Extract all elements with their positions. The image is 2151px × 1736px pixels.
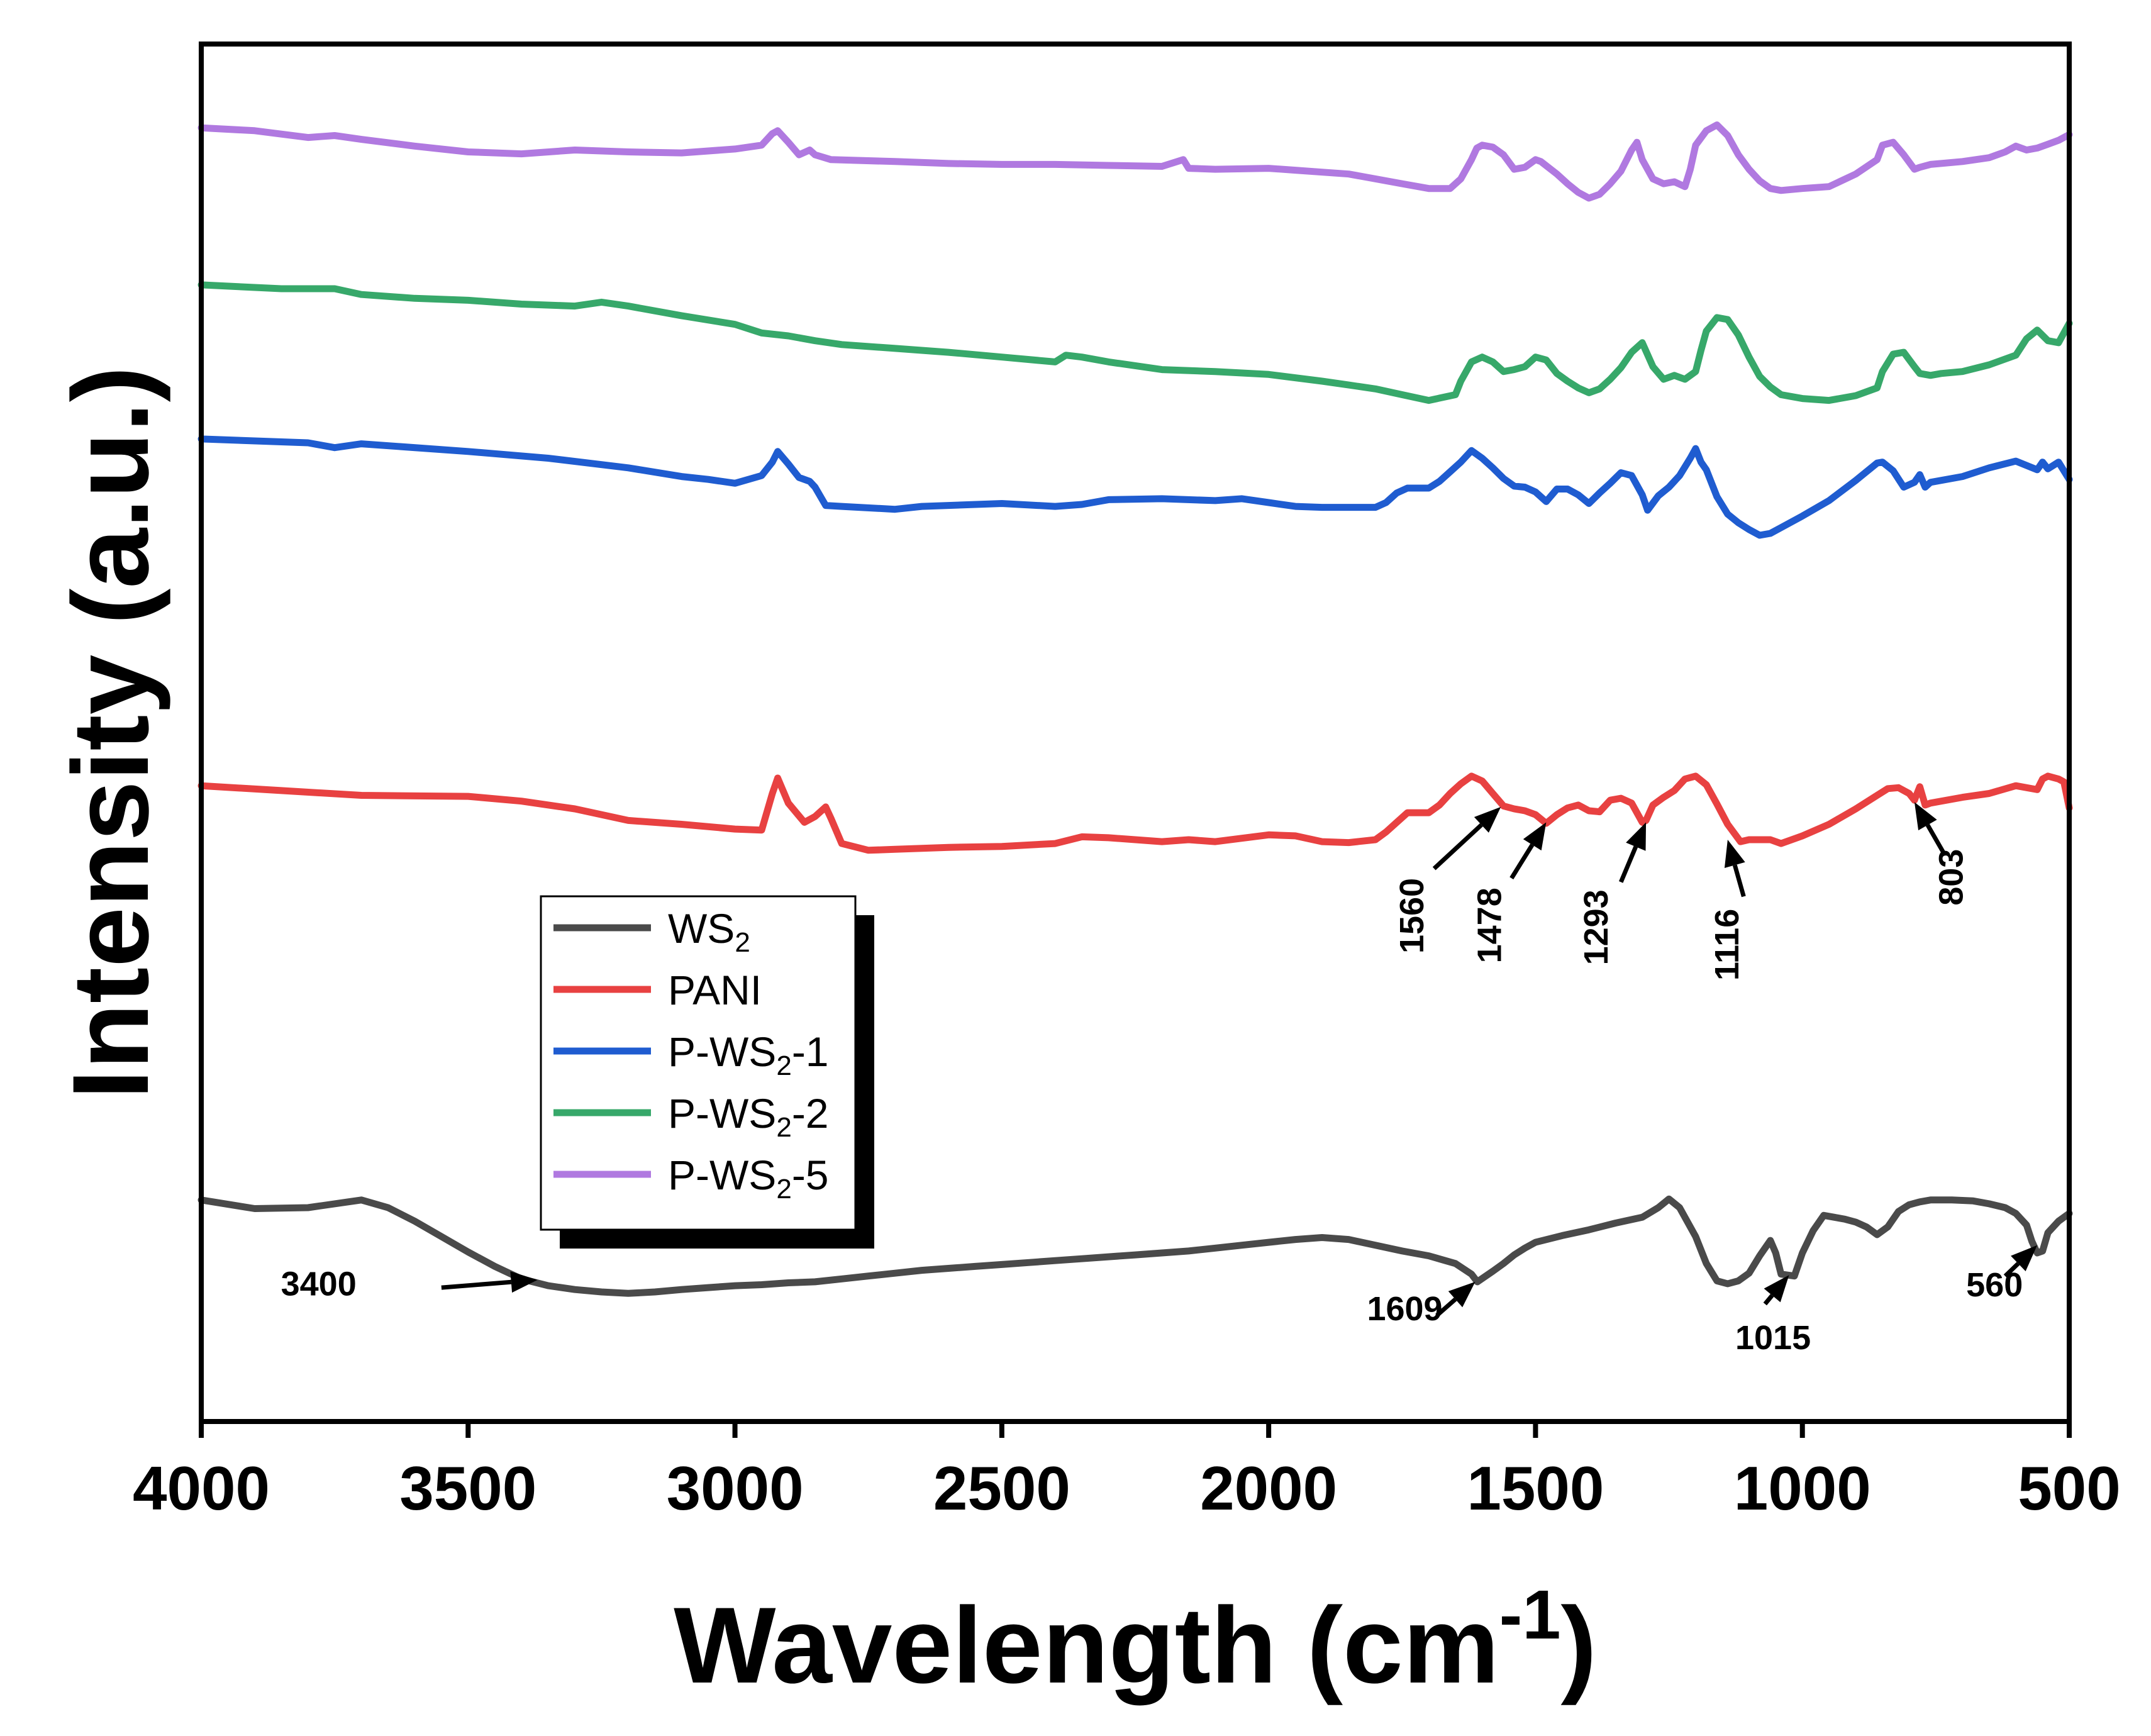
arrow-3400 [441, 1279, 512, 1290]
x-tick-label-2000: 2000 [1200, 1454, 1337, 1523]
arrow-head-803 [1914, 802, 1937, 831]
legend-label-ws2: WS2 [668, 905, 750, 958]
arrow-1293 [1618, 845, 1638, 883]
legend-label-p-ws2-2: P-WS2-2 [668, 1090, 829, 1143]
arrow-head-1015 [1764, 1275, 1789, 1303]
arrow-head-560 [2011, 1245, 2038, 1272]
arrow-1116 [1732, 864, 1746, 898]
series-line-p-ws2-2 [197, 281, 2073, 404]
peak-label-803: 803 [1932, 849, 1970, 906]
arrow-1015 [1763, 1294, 1774, 1306]
x-axis: 4000 3500 3000 2500 2000 1500 1000 500 [133, 1422, 2121, 1523]
arrow-head-1116 [1724, 839, 1745, 869]
annotation-layer: 3400 1609 1015 560 1560 1478 1293 1116 803 [281, 802, 2038, 1357]
series-line-pani [197, 772, 2073, 854]
x-tick-label-3500: 3500 [399, 1454, 536, 1523]
arrow-560 [2003, 1262, 2020, 1278]
peak-label-1478: 1478 [1470, 887, 1508, 963]
arrow-1560 [1432, 823, 1483, 871]
peak-label-1609: 1609 [1367, 1290, 1442, 1328]
peak-label-1116: 1116 [1708, 909, 1746, 981]
arrow-head-3400 [510, 1271, 538, 1293]
series-line-p-ws2-1 [197, 435, 2073, 539]
x-axis-title: Wavelength (cm-1) [674, 1576, 1597, 1706]
arrow-803 [1925, 823, 1946, 855]
arrow-head-1293 [1626, 822, 1647, 851]
peak-label-1015: 1015 [1735, 1319, 1811, 1357]
peak-label-1293: 1293 [1577, 889, 1615, 965]
series-line-p-ws2-5 [197, 121, 2073, 202]
legend-label-p-ws2-5: P-WS2-5 [668, 1152, 829, 1205]
y-axis-title: Intensity (a.u.) [50, 366, 171, 1099]
series-layer [197, 121, 2073, 1297]
peak-label-1560: 1560 [1393, 878, 1431, 954]
x-tick-label-3000: 3000 [667, 1454, 804, 1523]
arrow-head-1560 [1474, 806, 1501, 833]
x-tick-label-500: 500 [2018, 1454, 2121, 1523]
peak-label-560: 560 [1966, 1266, 2023, 1304]
x-tick-label-4000: 4000 [133, 1454, 270, 1523]
legend: WS2 PANI P-WS2-1 P-WS2-2 P-WS2-5 [540, 895, 874, 1249]
legend-label-p-ws2-1: P-WS2-1 [668, 1028, 829, 1081]
series-line-ws2 [197, 1195, 2073, 1297]
x-tick-label-1000: 1000 [1734, 1454, 1871, 1523]
arrow-1478 [1509, 843, 1535, 880]
arrow-head-1609 [1448, 1281, 1476, 1308]
arrow-1609 [1435, 1298, 1457, 1318]
x-tick-label-1500: 1500 [1467, 1454, 1604, 1523]
plot-frame [199, 42, 2072, 1424]
peak-label-3400: 3400 [281, 1265, 357, 1303]
legend-label-pani: PANI [668, 967, 762, 1013]
x-tick-label-2500: 2500 [933, 1454, 1070, 1523]
arrow-head-1478 [1523, 822, 1547, 851]
